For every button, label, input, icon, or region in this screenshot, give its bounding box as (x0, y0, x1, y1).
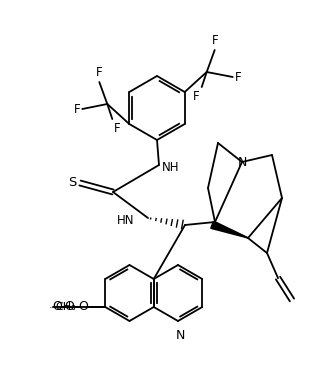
Text: F: F (74, 102, 80, 115)
Text: F: F (211, 34, 218, 47)
Text: F: F (114, 122, 121, 135)
Text: methoxy: methoxy (50, 306, 56, 307)
Polygon shape (211, 222, 248, 238)
Text: N: N (237, 155, 247, 168)
Text: F: F (193, 90, 200, 103)
Text: NH: NH (162, 161, 180, 174)
Text: O: O (78, 300, 88, 313)
Text: F: F (96, 66, 103, 79)
Text: HN: HN (117, 213, 135, 226)
Text: F: F (235, 71, 241, 84)
Text: N: N (175, 329, 185, 342)
Text: S: S (68, 175, 76, 188)
Text: CH₃: CH₃ (55, 302, 76, 312)
Text: O: O (64, 300, 74, 313)
Text: O: O (52, 299, 62, 313)
